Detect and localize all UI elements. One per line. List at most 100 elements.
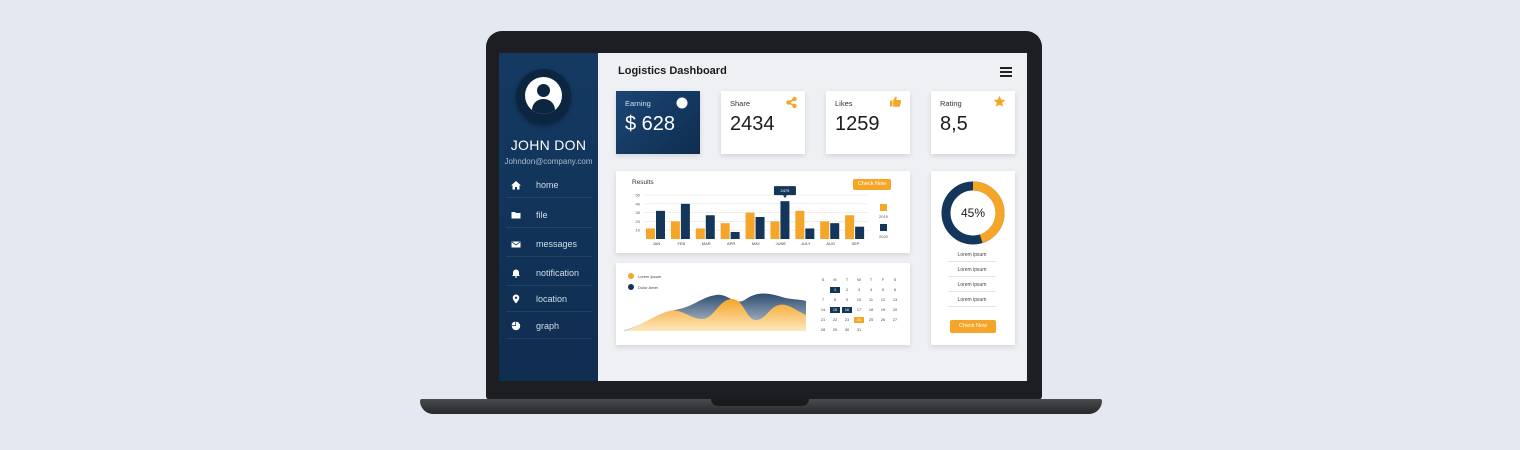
calendar-day[interactable]: 6 (893, 288, 897, 292)
user-email: Johndon@company.com (504, 157, 593, 166)
calendar-day[interactable]: 13 (892, 298, 898, 302)
chart-title: Results (632, 179, 654, 186)
tooltip-label: 2479 (780, 188, 790, 193)
bar-2020-feb (680, 203, 690, 239)
check-now-button[interactable]: Check Now (950, 320, 996, 333)
x-tick-label: MAR (702, 241, 711, 246)
tooltip-pointer (782, 195, 787, 199)
area-chart (624, 293, 806, 331)
calendar-weekday: T (845, 278, 849, 282)
x-tick-label: AUG (826, 241, 835, 246)
calendar-weekday: S (821, 278, 825, 282)
calendar-day[interactable]: 14 (820, 308, 826, 312)
calendar-day[interactable]: 1 (830, 287, 840, 293)
stat-value: 8,5 (940, 113, 968, 135)
x-tick-label: MAY (752, 241, 761, 246)
x-tick-label: SEP (852, 241, 860, 246)
legend-swatch-2019 (880, 204, 887, 211)
calendar-day[interactable]: 3 (857, 288, 861, 292)
calendar-day[interactable]: 9 (845, 298, 849, 302)
calendar-day[interactable]: 25 (868, 318, 874, 322)
calendar-day[interactable]: 11 (869, 298, 873, 302)
calendar-day[interactable]: 12 (880, 298, 886, 302)
stat-card-likes[interactable]: Likes 1259 (826, 91, 910, 154)
calendar-day[interactable]: 26 (880, 318, 886, 322)
star-icon[interactable] (993, 95, 1006, 108)
calendar-day[interactable]: 31 (856, 328, 862, 332)
bar-2019-jan (646, 228, 655, 239)
stat-card-share[interactable]: Share 2434 (721, 91, 805, 154)
calendar-day[interactable]: 18 (868, 308, 874, 312)
calendar-day[interactable]: 21 (820, 318, 826, 322)
sidebar-item-label: location (536, 294, 568, 304)
sidebar-item-home[interactable]: home (506, 173, 592, 198)
donut-segment-progress (941, 181, 1005, 245)
stat-value: 1259 (835, 113, 880, 135)
calendar-day[interactable]: 10 (856, 298, 862, 302)
sidebar-item-label: file (536, 210, 548, 220)
legend-swatch-2020 (880, 224, 887, 231)
avatar[interactable] (516, 69, 571, 124)
sidebar-item-file[interactable]: file (506, 203, 592, 228)
calendar-day[interactable]: 16 (842, 307, 852, 313)
calendar-day[interactable]: 4 (869, 288, 873, 292)
bar-2019-sep (845, 215, 855, 239)
sidebar-item-label: graph (536, 321, 560, 331)
user-icon (525, 77, 562, 114)
legend-label-lorem: Lorem Ipsum (638, 274, 662, 279)
user-name: JOHN DON (510, 137, 587, 153)
circle-icon (676, 97, 688, 109)
sidebar-item-location[interactable]: location (506, 287, 592, 312)
stat-value: 2434 (730, 113, 775, 135)
calendar-day[interactable]: 29 (832, 328, 838, 332)
share-icon[interactable] (785, 96, 798, 109)
calendar-weekday: M (833, 278, 837, 282)
stat-label: Share (730, 99, 751, 108)
calendar-day[interactable]: 19 (880, 308, 886, 312)
calendar: S M T W T F S 1 2 3 4 5 6 7 8 9 10 11 12 13 14 15 16 17 18 19 20 21… (818, 277, 902, 337)
stat-card-earning[interactable]: Earning $ 628 (616, 91, 700, 154)
legend-label-2019: 2019 (879, 214, 888, 219)
calendar-day[interactable]: 5 (881, 288, 885, 292)
calendar-day[interactable]: 20 (892, 308, 898, 312)
legend-label-2020: 2020 (879, 234, 888, 239)
divider (948, 306, 996, 307)
stat-card-rating[interactable]: Rating 8,5 (931, 91, 1015, 154)
legend-swatch-dolor (628, 284, 634, 290)
calendar-day[interactable]: 28 (820, 328, 826, 332)
hamburger-menu-icon[interactable] (1000, 67, 1012, 77)
bar-2020-apr (730, 231, 740, 239)
bar-2019-apr (720, 223, 730, 239)
bar-2019-may (745, 212, 755, 239)
calendar-day[interactable]: 15 (830, 307, 840, 313)
bar-2019-june (770, 221, 780, 239)
sidebar-item-messages[interactable]: messages (506, 232, 592, 257)
calendar-day[interactable]: 2 (845, 288, 849, 292)
sidebar-item-label: home (536, 180, 559, 190)
y-tick-label: 50 (636, 193, 641, 198)
calendar-day[interactable]: 24 (854, 317, 864, 323)
sidebar-item-graph[interactable]: graph (506, 314, 592, 339)
calendar-day[interactable]: 22 (832, 318, 838, 322)
bar-2020-june (780, 201, 790, 239)
x-tick-label: APR (727, 241, 735, 246)
y-tick-label: 40 (636, 201, 641, 206)
thumbs-up-icon[interactable] (889, 95, 902, 108)
calendar-day[interactable]: 17 (856, 308, 862, 312)
check-now-button[interactable]: Check Now (853, 179, 891, 190)
bar-2020-jan (656, 210, 665, 239)
results-card: Results Check Now 50 40 30 20 10 JAN FEB MAR APR… (616, 171, 910, 253)
calendar-day[interactable]: 8 (833, 298, 837, 302)
calendar-day[interactable]: 30 (844, 328, 850, 332)
calendar-day[interactable]: 23 (844, 318, 850, 322)
calendar-day[interactable]: 27 (892, 318, 898, 322)
laptop-base (420, 399, 1102, 414)
y-tick-label: 20 (636, 219, 641, 224)
calendar-weekday: F (881, 278, 885, 282)
calendar-day[interactable]: 7 (821, 298, 825, 302)
page-title: Logistics Dashboard (618, 65, 727, 77)
stat-label: Likes (835, 99, 853, 108)
results-bar-chart: 50 40 30 20 10 JAN FEB MAR APR MAY JUNE JULY AUG SEP 2… (636, 186, 868, 246)
sidebar-item-notification[interactable]: notification (506, 261, 592, 286)
